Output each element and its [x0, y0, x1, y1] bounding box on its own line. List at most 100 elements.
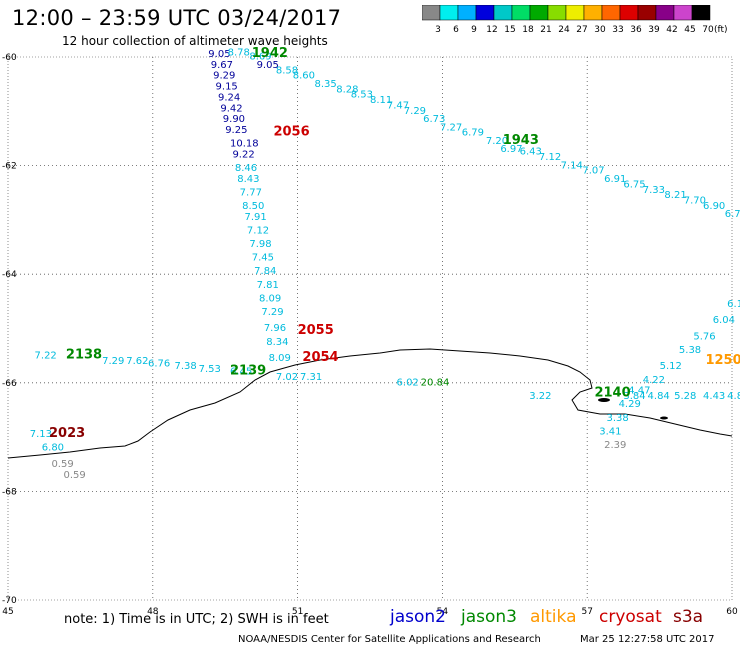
pass-time-label: 1250 — [705, 353, 740, 368]
wave-height-value: 7.47 — [387, 101, 409, 112]
color-scale-tick-label: 12 — [486, 25, 497, 35]
wave-height-value: 9.29 — [213, 71, 235, 82]
wave-height-value: 2.39 — [604, 440, 626, 451]
wave-height-value: 6.12 — [727, 299, 740, 310]
wave-height-value: 7.14 — [561, 160, 583, 171]
wave-height-value: 6.73 — [423, 114, 445, 125]
legend-cryosat: cryosat — [599, 607, 662, 627]
wave-height-value: 6.80 — [42, 443, 64, 454]
wave-height-value: 7.45 — [252, 253, 274, 264]
pass-time-label: 1942 — [252, 46, 288, 61]
wave-height-value: 3.22 — [529, 391, 551, 402]
wave-height-value: 7.13 — [30, 429, 52, 440]
wave-height-value: 6.45 — [230, 367, 252, 378]
pass-time-label: 2023 — [49, 426, 85, 441]
wave-height-value: 5.28 — [674, 391, 696, 402]
wave-height-value: 7.29 — [102, 356, 124, 367]
color-scale-tick-label: 18 — [522, 25, 534, 35]
wave-height-value: 0.59 — [51, 459, 73, 470]
legend-jason3: jason3 — [461, 607, 517, 627]
wave-height-value: 7.84 — [254, 266, 276, 277]
wave-height-value: 8.43 — [237, 174, 259, 185]
wave-height-value: 7.12 — [539, 152, 561, 163]
wave-height-value: 6.02 — [397, 378, 419, 389]
color-scale-tick-label: 3 — [435, 25, 441, 35]
longitude-tick-label: 60 — [726, 607, 738, 617]
wave-height-value: 6.74 — [725, 209, 740, 220]
pass-time-label: 2056 — [273, 125, 309, 140]
credit-text: NOAA/NESDIS Center for Satellite Applica… — [238, 634, 541, 645]
wave-height-value: 9.22 — [232, 149, 254, 160]
map-frame — [7, 56, 733, 601]
wave-height-value: 3.38 — [607, 413, 629, 424]
wave-height-value: 6.79 — [462, 128, 484, 139]
longitude-tick-label: 57 — [581, 607, 592, 617]
color-scale-tick-label: 24 — [558, 25, 570, 35]
wave-height-value: 7.12 — [247, 225, 269, 236]
pass-time-label: 2140 — [594, 385, 630, 400]
latitude-tick-label: -66 — [2, 379, 17, 389]
legend-s3a: s3a — [673, 607, 704, 627]
wave-height-value: 7.02 — [276, 372, 298, 383]
wave-height-value: 0.59 — [64, 470, 86, 481]
wave-height-value: 7.77 — [240, 187, 262, 198]
longitude-tick-label: 45 — [2, 607, 13, 617]
pass-time-label: 1943 — [503, 133, 539, 148]
color-swatch — [691, 5, 711, 21]
wave-height-value: 4.84 — [648, 391, 670, 402]
wave-height-value: 3.41 — [599, 426, 621, 437]
coastline — [7, 348, 733, 459]
island — [660, 416, 668, 420]
wave-height-value: 7.98 — [249, 239, 271, 250]
color-scale-tick-label: 27 — [576, 25, 587, 35]
color-scale-tick-label: 36 — [630, 25, 642, 35]
wave-height-value: 3.84 — [623, 391, 645, 402]
page-subtitle: 12 hour collection of altimeter wave hei… — [62, 34, 328, 48]
color-scale-unit: (ft) — [714, 25, 728, 35]
longitude-tick-label: 48 — [147, 607, 159, 617]
pass-time-label: 2055 — [298, 323, 334, 338]
wave-height-value: 9.25 — [225, 125, 247, 136]
wave-height-value: 9.42 — [220, 103, 242, 114]
wave-height-value: 4.47 — [628, 386, 650, 397]
pass-time-label: 2138 — [66, 347, 102, 362]
wave-height-value: 7.31 — [300, 372, 322, 383]
color-scale-tick-label: 45 — [684, 25, 695, 35]
wave-height-value: 6.76 — [148, 359, 170, 370]
wave-height-value: 8.60 — [293, 71, 315, 82]
wave-height-value: 7.81 — [257, 280, 279, 291]
longitude-tick-label: 51 — [292, 607, 303, 617]
wave-height-value: 20.84 — [421, 378, 450, 389]
wave-height-value: 4.29 — [619, 399, 641, 410]
color-scale-tick-label: 70 — [702, 25, 714, 35]
wave-height-value: 8.09 — [269, 353, 291, 364]
latitude-tick-label: -68 — [2, 487, 17, 497]
wave-height-value: 7.29 — [261, 307, 283, 318]
wave-height-value: 9.24 — [218, 92, 240, 103]
wave-height-value: 8.09 — [259, 293, 281, 304]
wave-height-value: 7.07 — [582, 166, 604, 177]
color-scale-tick-label: 9 — [471, 25, 477, 35]
wave-height-value: 4.8 — [727, 391, 740, 402]
wave-height-value: 8.78 — [228, 47, 250, 58]
wave-height-value: 7.96 — [264, 323, 286, 334]
color-scale-tick-label: 15 — [504, 25, 515, 35]
wave-height-value: 8.53 — [351, 90, 373, 101]
wave-height-value: 4.22 — [643, 375, 665, 386]
color-scale-tick-label: 42 — [666, 25, 677, 35]
pass-time-label: 2139 — [230, 364, 266, 379]
wave-height-value: 10.18 — [230, 139, 259, 150]
page-title: 12:00 – 23:59 UTC 03/24/2017 — [12, 6, 342, 30]
wave-height-value: 7.62 — [126, 356, 148, 367]
wave-height-value: 6.04 — [713, 315, 735, 326]
wave-height-value: 8.58 — [276, 65, 298, 76]
wave-height-value: 9.90 — [223, 114, 245, 125]
color-scale-tick-label: 6 — [453, 25, 459, 35]
wave-height-value: 7.27 — [440, 122, 462, 133]
wave-height-value: 4.43 — [703, 391, 725, 402]
wave-height-value: 5.12 — [660, 361, 682, 372]
wave-height-value: 7.22 — [35, 350, 57, 361]
latitude-tick-label: -60 — [2, 53, 17, 63]
wave-height-value: 6.90 — [703, 201, 725, 212]
